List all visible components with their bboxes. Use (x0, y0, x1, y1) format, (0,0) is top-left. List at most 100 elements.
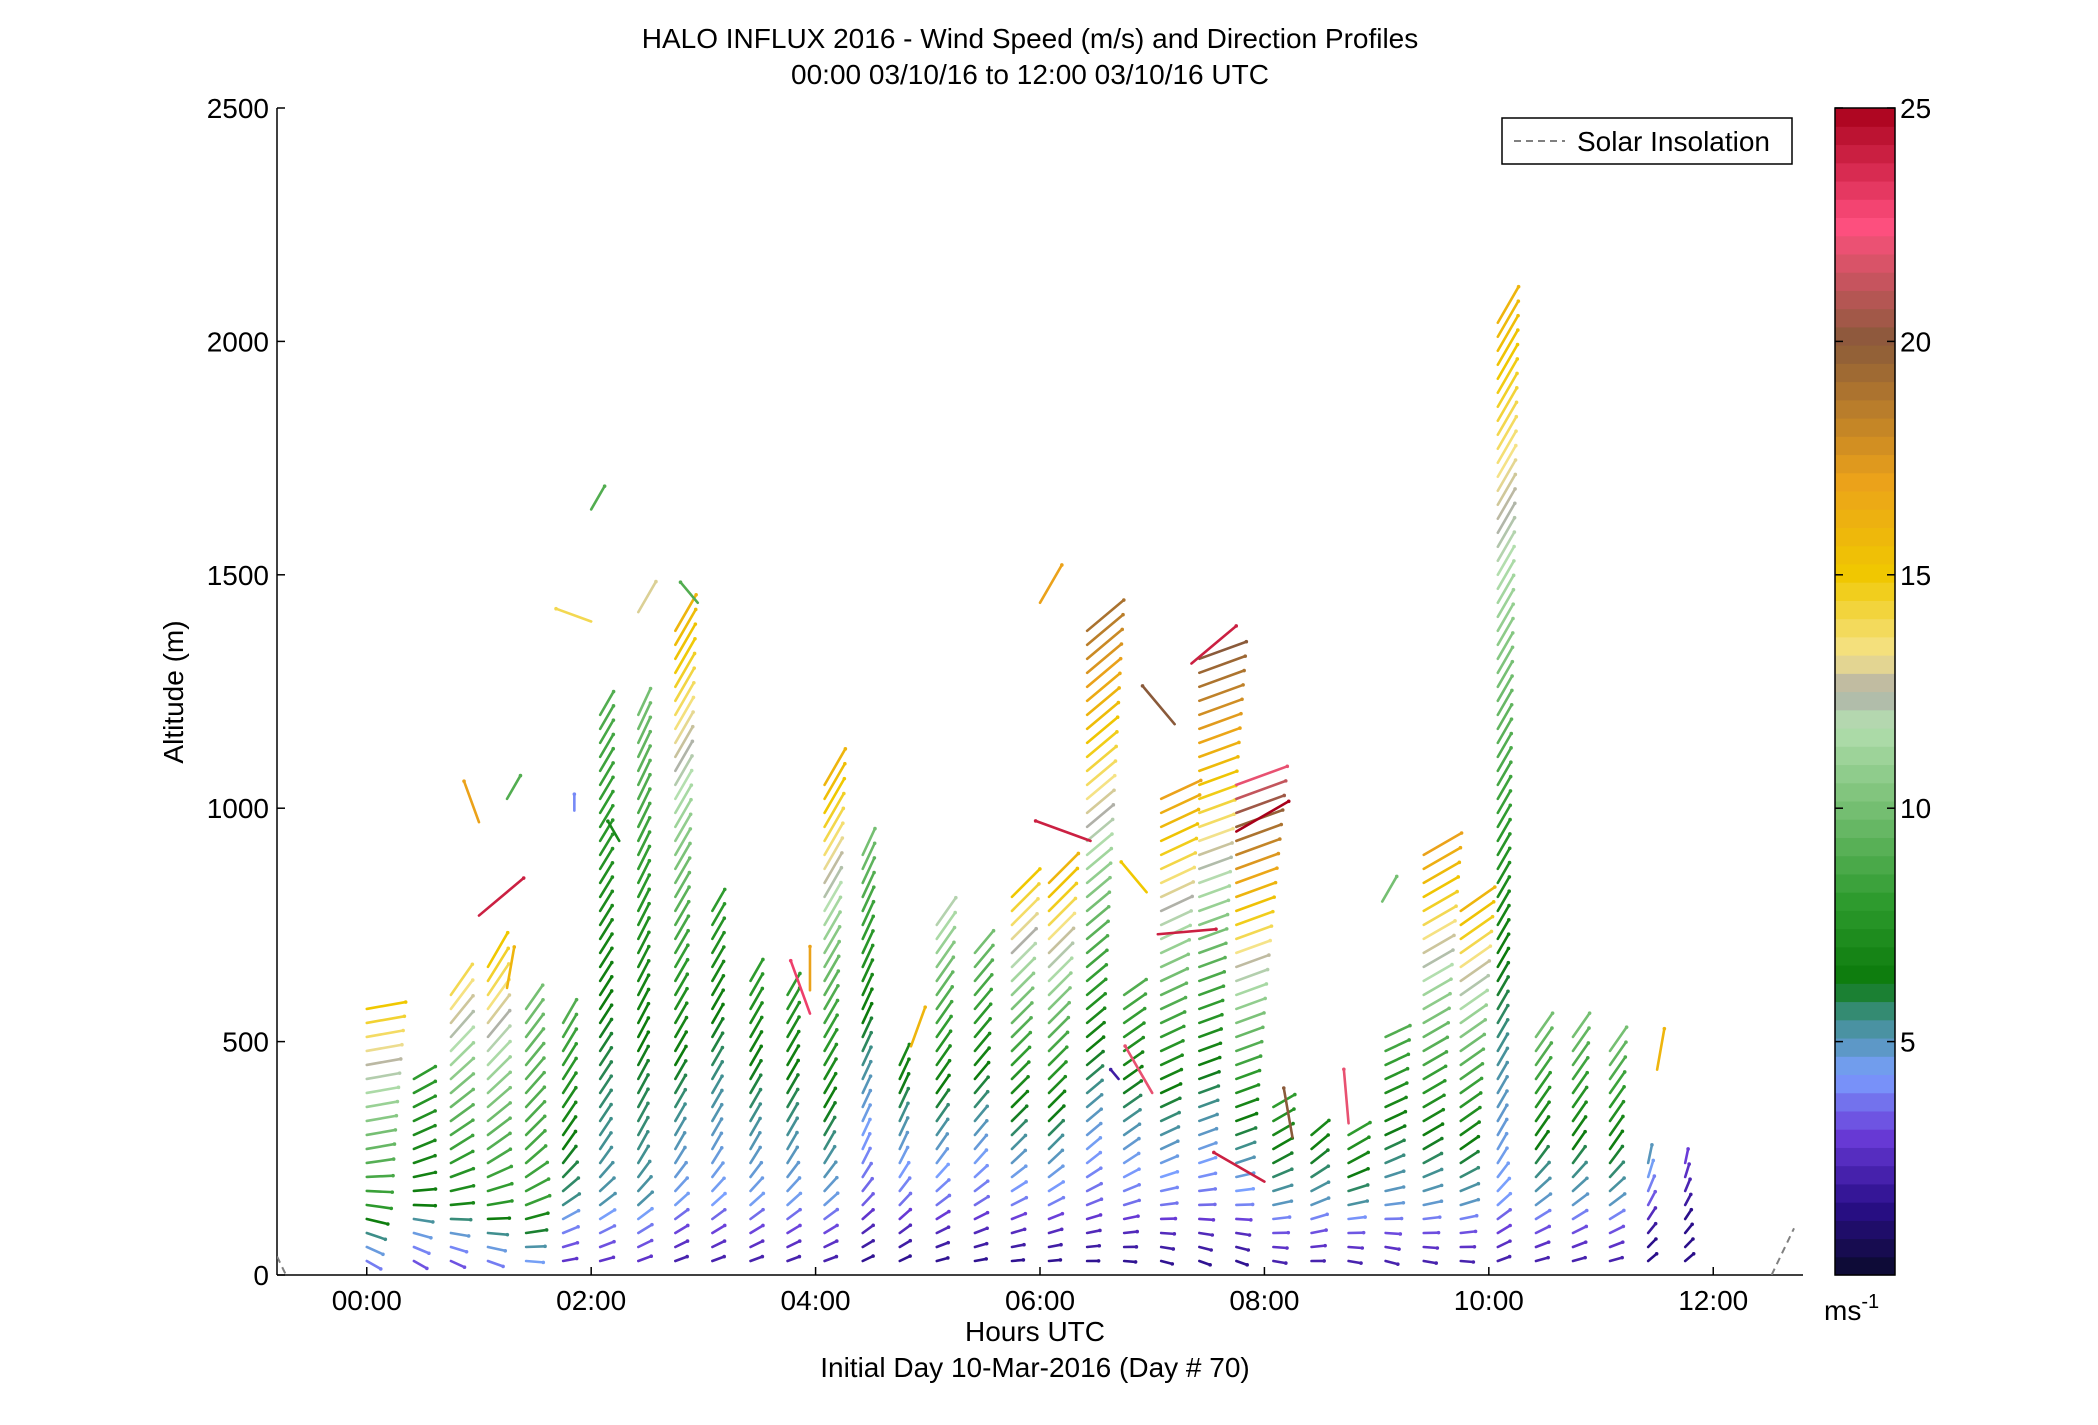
wind-barb (1534, 1041, 1553, 1067)
wind-barb-tip (685, 1176, 690, 1180)
wind-barb-tip (1245, 1263, 1249, 1267)
wind-barb (711, 1131, 723, 1151)
wind-barb (973, 1148, 988, 1165)
wind-barb (1422, 1021, 1450, 1039)
wind-barb (674, 608, 698, 647)
wind-barb-tip (1515, 357, 1520, 361)
wind-barb-isolated (1034, 819, 1092, 843)
wind-barb (524, 1144, 547, 1165)
wind-barb (1571, 1115, 1587, 1137)
wind-barb (1085, 1151, 1102, 1165)
wind-barb (1198, 1070, 1221, 1081)
wind-barb (1422, 1184, 1443, 1193)
wind-barb-tip (872, 856, 877, 860)
wind-barb-tip (1272, 895, 1276, 899)
wind-barb (1235, 866, 1279, 885)
wind-barb (1459, 944, 1492, 969)
wind-barb-tip (1139, 1079, 1144, 1083)
colorbar-tick-label: 25 (1900, 93, 1931, 124)
wind-barb (1571, 1056, 1590, 1081)
wind-barb (1085, 803, 1115, 829)
wind-barb-tip (1187, 938, 1192, 942)
wind-barb-tip (574, 1027, 579, 1031)
wind-barb-tip (470, 978, 475, 982)
wind-barb-tip (506, 946, 511, 951)
wind-barb (1047, 956, 1074, 983)
wind-barb-tip (610, 932, 614, 936)
wind-barb-tip (1405, 1081, 1409, 1085)
wind-barb (674, 1131, 686, 1151)
wind-barb-tip (1325, 1212, 1329, 1217)
wind-barb-tip (1585, 1176, 1589, 1181)
wind-barb (1047, 1119, 1065, 1137)
wind-barb-isolated-tip (678, 580, 683, 585)
wind-barb (1159, 1096, 1182, 1109)
wind-barb (898, 1057, 911, 1081)
wind-barb-tip (1322, 1259, 1326, 1263)
wind-barb-isolated (789, 959, 812, 1015)
wind-barb (711, 1017, 725, 1039)
wind-barb (861, 871, 876, 899)
wind-barb (861, 1016, 873, 1039)
wind-barb (711, 1255, 726, 1263)
wind-barb-tip (835, 998, 840, 1003)
wind-barb (598, 975, 614, 997)
wind-barb-tip (1510, 645, 1515, 650)
wind-barb-tip (689, 768, 694, 773)
wind-barb (1496, 357, 1519, 395)
wind-barb (1010, 1243, 1026, 1249)
wind-barb-tip (541, 997, 545, 1002)
wind-barb-tip (1286, 1230, 1291, 1235)
wind-barb-tip (867, 1132, 872, 1136)
wind-barb-tip (836, 954, 841, 959)
wind-barb-tip (1022, 1242, 1026, 1247)
wind-barb (1496, 343, 1519, 381)
wind-barb (637, 859, 651, 885)
wind-barb (637, 1130, 650, 1151)
wind-barb (1683, 1208, 1693, 1221)
wind-barb (412, 1231, 433, 1240)
wind-barb-tip (1253, 1126, 1258, 1130)
wind-barb (1159, 1053, 1184, 1067)
wind-barb (412, 1065, 437, 1081)
wind-barb-tip (991, 928, 996, 933)
wind-barb-isolated-tip (554, 606, 558, 611)
wind-barb (861, 856, 876, 885)
wind-barb-tip (719, 1117, 724, 1121)
wind-barb (823, 1130, 836, 1151)
colorbar-strip (1835, 399, 1895, 419)
wind-barb-tip (870, 987, 874, 991)
wind-barb (486, 1101, 512, 1123)
wind-barb-tip (1110, 817, 1115, 822)
wind-barb (1047, 1001, 1071, 1025)
wind-barb (1496, 1018, 1509, 1039)
colorbar-strip (1835, 928, 1895, 948)
wind-barb-tip (797, 1000, 802, 1005)
wind-barb-tip (1585, 1192, 1590, 1196)
colorbar-tick-label: 15 (1900, 560, 1931, 591)
wind-barb (711, 1146, 724, 1165)
wind-barb (1496, 989, 1510, 1011)
wind-barb-tip (433, 1079, 438, 1084)
wind-barb (786, 1208, 802, 1221)
wind-barb (1496, 1032, 1509, 1053)
wind-barb (365, 1000, 407, 1011)
wind-barb-isolated-tip (1108, 1067, 1113, 1072)
wind-barb-tip (1104, 962, 1109, 967)
wind-barb-tip (1144, 977, 1148, 982)
wind-barb-tip (1471, 1260, 1476, 1264)
wind-barb-tip (720, 1031, 725, 1035)
wind-barb (365, 1128, 397, 1137)
wind-barb (1235, 1231, 1251, 1237)
wind-barb-tip (1023, 1148, 1028, 1153)
wind-barb-tip (692, 666, 697, 670)
wind-barb-tip (609, 1045, 614, 1050)
wind-barb (1347, 1167, 1370, 1179)
wind-barb-tip (1404, 1095, 1408, 1100)
wind-barb (486, 1055, 512, 1081)
wind-barb-tip (720, 1074, 724, 1078)
wind-barb (1459, 1230, 1477, 1235)
wind-barb-tip (544, 1228, 549, 1232)
wind-barb (1496, 602, 1515, 633)
wind-barb-tip (1276, 851, 1281, 856)
